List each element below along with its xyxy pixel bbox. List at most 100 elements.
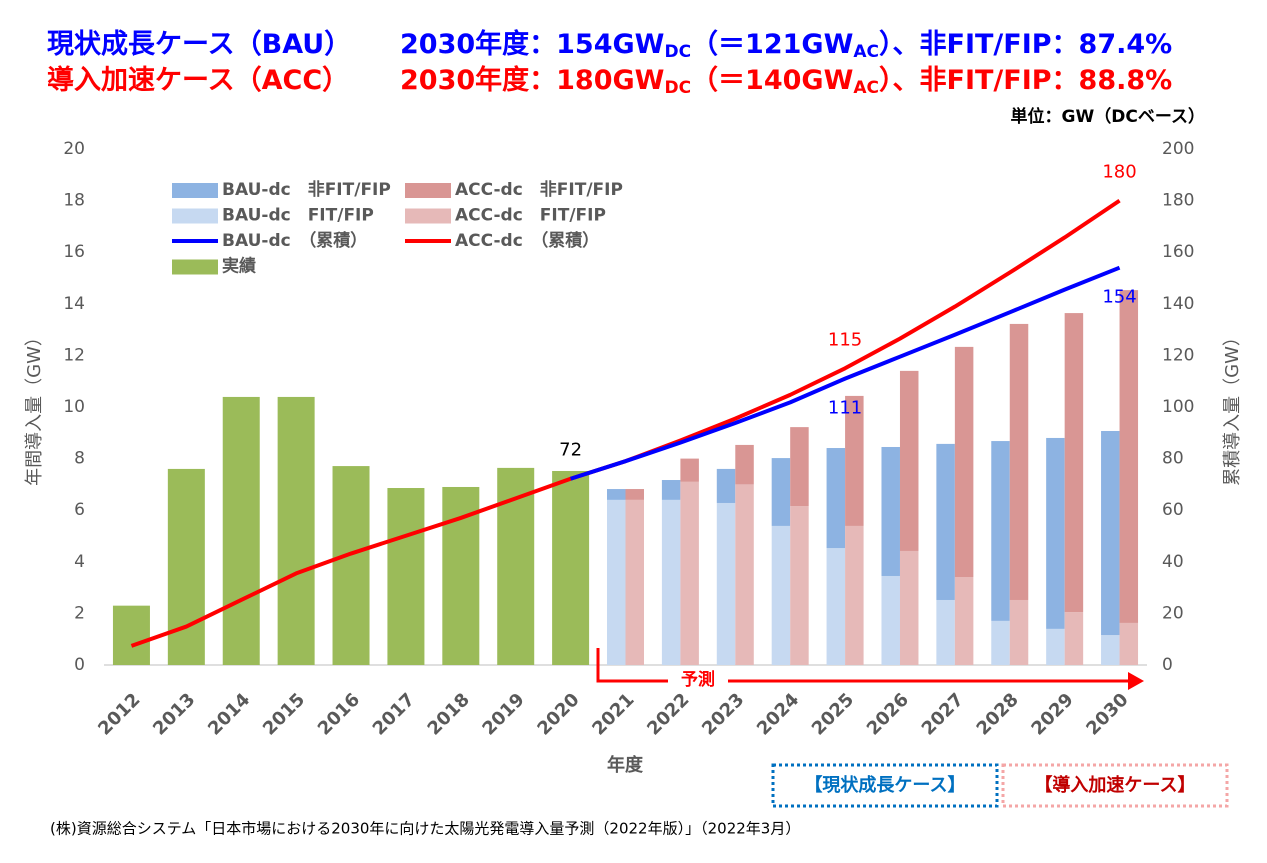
x-tick-label: 2017 [369,689,419,739]
y-tick-label: 2 [74,603,85,623]
y-tick-label: 16 [63,242,85,262]
bar [1101,430,1120,636]
case-box-label: 【導入加速ケース】 [1034,774,1195,796]
x-tick-label: 2028 [973,689,1023,739]
x-axis-title: 年度 [607,754,644,776]
bar [826,448,846,549]
bar [826,548,846,665]
bar [1064,612,1084,665]
data-label: 154 [1102,287,1136,308]
title-case: 導入加速ケース（ACC） [47,64,349,96]
legend-label: BAU-dc （累積） [222,230,367,251]
source: (株)資源総合システム「日本市場における2030年に向けた太陽光発電導入量予測（… [50,820,800,838]
bar [552,470,590,665]
bar [936,599,955,665]
y-tick-label: 10 [63,397,85,417]
bar [716,468,736,503]
x-tick-label: 2015 [259,689,309,739]
y-axis-title: 年間導入量（GW） [24,328,45,486]
bar [899,370,919,551]
forecast-label: 予測 [681,669,715,690]
bar [954,577,974,665]
x-tick-label: 2022 [643,689,693,739]
y-tick-label: 20 [63,139,85,159]
forecast-arrow [596,648,1132,683]
case-boxes: 【現状成長ケース】 【導入加速ケース】 [771,763,1229,808]
x-tick-label: 2024 [753,689,803,739]
y2-tick-label: 180 [1162,191,1194,211]
x-tick-label: 2016 [314,689,364,739]
bar [845,395,864,526]
x-tick-label: 2013 [149,689,199,739]
line [569,265,1121,481]
y-tick-label: 14 [63,294,85,314]
bar [991,441,1010,621]
bar [1119,622,1139,665]
case-box [771,763,999,808]
title-text: （＝140GW [691,65,853,96]
y2-tick-label: 0 [1162,655,1173,675]
bar [881,446,900,576]
legend-label: BAU-dc FIT/FIP [222,206,374,226]
y-tick-label: 6 [74,500,85,520]
x-tick-label: 2014 [204,689,254,739]
bar [680,481,699,665]
bar [607,499,626,665]
bar [625,489,644,500]
bar [735,484,754,665]
legend-label: ACC-dc 非FIT/FIP [455,179,623,200]
title-case: 現状成長ケース（BAU） [47,29,351,60]
x-tick-label: 2023 [698,689,748,739]
legend: BAU-dc 非FIT/FIP ACC-dc 非FIT/FIP BAU-dc FIT… [172,179,623,277]
title-text: 2030年度：180GW [400,64,664,96]
x-tick-label: 2012 [94,689,144,739]
x-tick-label: 2025 [808,689,858,739]
y2-tick-label: 20 [1162,603,1184,623]
bar [1046,628,1065,665]
bar [790,506,809,665]
legend-swatch [172,259,218,275]
title-line: 現状成長ケース（BAU） 2030年度：154GWDC（＝121GWAC）、非FI… [47,28,1172,63]
x-tick-label: 2027 [918,689,968,739]
title-subscript: DC [664,42,691,62]
bar [661,480,681,500]
y2-tick-label: 140 [1162,294,1194,314]
title-line: 導入加速ケース（ACC） 2030年度：180GWDC（＝140GWAC）、非FI… [47,64,1172,99]
bar [735,444,754,485]
forecast-label-bg [668,668,728,692]
bar [899,550,919,665]
bar [625,499,644,665]
bar [1009,323,1029,600]
bar [112,605,150,665]
bar [1119,290,1139,623]
x-tick-label: 2021 [588,689,638,739]
data-label: 72 [559,440,582,461]
legend-swatch [172,183,218,198]
y2-tick-label: 40 [1162,552,1184,572]
bar [1046,437,1065,629]
bar [332,466,370,665]
title-text: ）、非FIT/FIP：88.8% [879,65,1172,96]
legend-label: BAU-dc 非FIT/FIP [222,179,391,200]
y2-tick-label: 80 [1162,449,1184,469]
y2-tick-label: 100 [1162,397,1194,417]
bar [771,525,791,665]
bar [277,396,315,665]
legend-swatch [405,183,451,198]
bar [991,620,1010,665]
x-tick-label: 2018 [424,689,474,739]
title-text: ）、非FIT/FIP：87.4% [879,29,1172,60]
data-label: 180 [1102,162,1136,183]
forecast-arrowhead [1128,672,1144,690]
bar [790,427,809,507]
y-tick-label: 18 [63,191,85,211]
data-label: 111 [828,398,862,419]
legend-swatch [405,208,451,224]
y-tick-label: 8 [74,449,85,469]
legend-label: ACC-dc （累積） [455,230,599,251]
bar [845,525,864,665]
bar [936,443,955,600]
y2-tick-label: 200 [1162,139,1194,159]
bar [771,458,791,526]
